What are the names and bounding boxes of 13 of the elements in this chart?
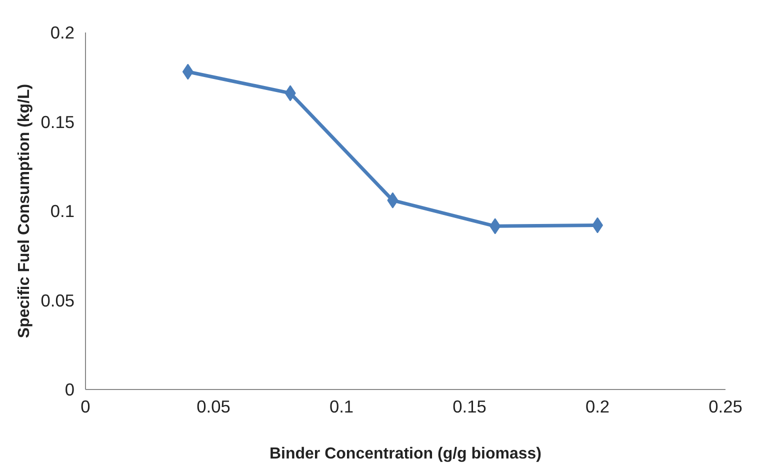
- y-tick-label: 0.15: [40, 112, 75, 132]
- y-tick-label: 0.05: [40, 290, 75, 310]
- y-tick-label: 0: [64, 380, 75, 400]
- x-tick-label: 0.25: [708, 396, 742, 416]
- y-tick-label: 0.2: [50, 22, 75, 42]
- y-tick-label: 0.1: [50, 201, 75, 221]
- x-tick-label: 0.2: [585, 396, 610, 416]
- x-tick-label: 0.1: [329, 396, 354, 416]
- y-axis-title: Specific Fuel Consumption (kg/L): [16, 84, 33, 338]
- x-axis-title: Binder Concentration (g/g biomass): [269, 446, 542, 462]
- x-tick-label: 0.05: [196, 396, 230, 416]
- x-tick-label: 0.15: [452, 396, 486, 416]
- x-tick-label: 0: [80, 396, 90, 416]
